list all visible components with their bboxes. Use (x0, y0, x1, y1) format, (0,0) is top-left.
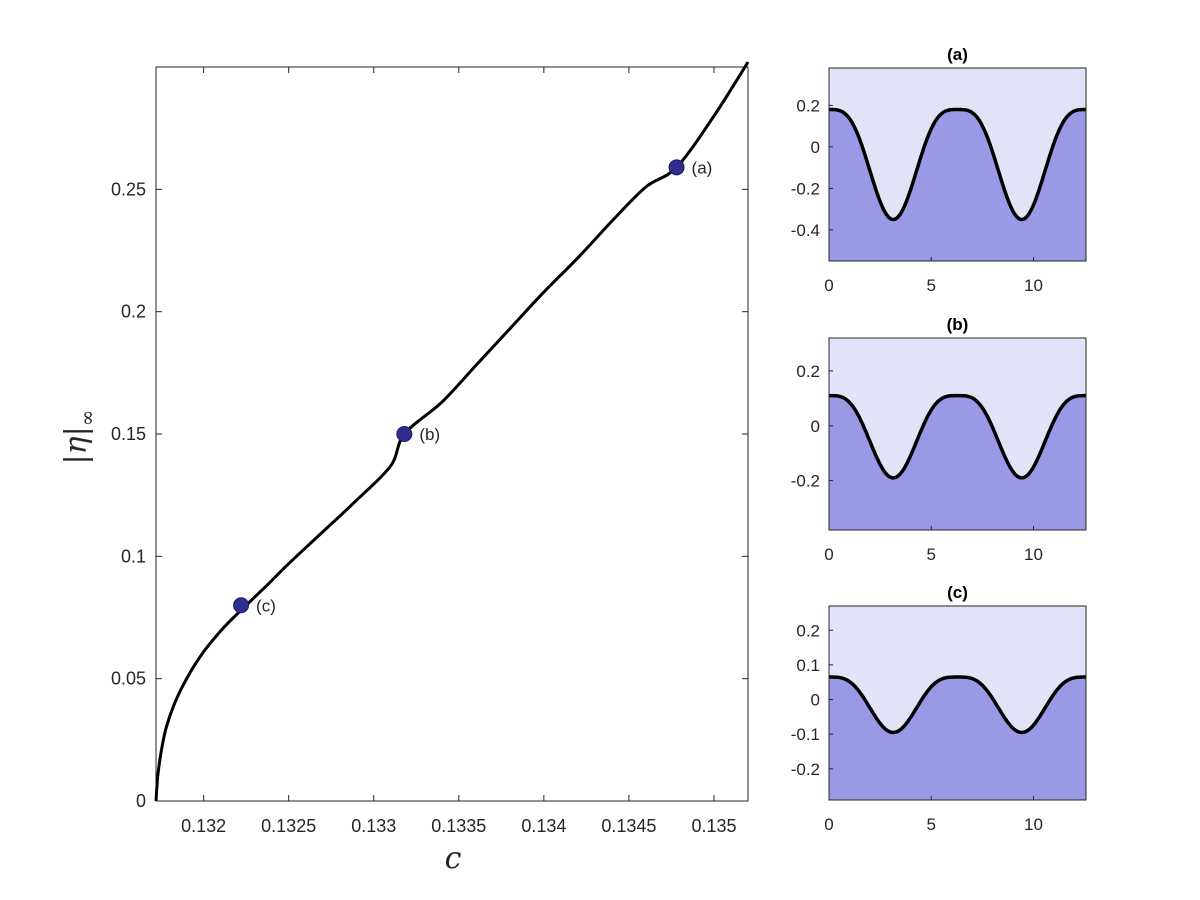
main-chart: 0.132 0.1325 0.133 0.1335 0.134 0.1345 0.135 0 0… (59, 61, 750, 876)
x-tick-label: 0.134 (521, 816, 566, 836)
x-tick-label: 0.132 (181, 816, 226, 836)
x-tick-label: 10 (1024, 815, 1043, 834)
marker-label: (c) (256, 596, 276, 615)
x-tick-label: 0.1345 (601, 816, 656, 836)
y-tick-label: 0.05 (111, 669, 146, 689)
y-tick-label: 0 (811, 691, 820, 710)
y-tick-label: 0.2 (121, 302, 146, 322)
y-tick-label: 0.1 (796, 656, 820, 675)
panel-c: 0 5 10 0.2 0.1 0 -0.1 -0.2 (c) (791, 583, 1087, 834)
y-tick-label: 0.2 (796, 362, 820, 381)
plot-area (155, 66, 749, 802)
y-tick-label: -0.2 (791, 472, 820, 491)
y-axis-label: |η|∞ (59, 410, 99, 465)
panel-frame (828, 605, 1087, 801)
x-tick-label: 0 (824, 276, 833, 295)
y-tick-label: 0 (136, 791, 146, 811)
x-tick-label: 0.1325 (261, 816, 316, 836)
y-tick-label: -0.4 (791, 221, 820, 240)
water-region (829, 109, 1086, 261)
x-tick-label: 5 (927, 545, 936, 564)
surface-profile (829, 393, 1086, 480)
x-tick-label: 0 (824, 545, 833, 564)
y-tick-label: 0.15 (111, 424, 146, 444)
panel-title: (b) (947, 315, 969, 334)
y-tick-label: 0 (811, 417, 820, 436)
water-region (829, 677, 1086, 800)
panel-a: 0 5 10 0.2 0 -0.2 -0.4 (a) (791, 45, 1087, 295)
x-tick-label: 5 (927, 276, 936, 295)
y-tick-label: -0.2 (791, 179, 820, 198)
x-tick-label: 0.1335 (431, 816, 486, 836)
y-tick-label: -0.2 (791, 760, 820, 779)
x-tick-label: 0 (824, 815, 833, 834)
water-region (829, 395, 1086, 530)
y-tick-label: 0.1 (121, 546, 146, 566)
surface-profile (829, 675, 1086, 735)
y-tick-label: 0.2 (796, 96, 820, 115)
marker-point (233, 597, 250, 614)
x-tick-label: 5 (927, 815, 936, 834)
y-tick-label: 0.2 (796, 621, 820, 640)
x-tick-label: 10 (1024, 545, 1043, 564)
marker-label: (a) (692, 158, 713, 177)
y-tick-label: 0.25 (111, 179, 146, 199)
x-tick-label: 10 (1024, 276, 1043, 295)
panel-title: (c) (947, 583, 968, 602)
panel-frame (828, 337, 1087, 531)
y-axis-label-main: |η| (59, 426, 94, 464)
surface-profile (829, 107, 1086, 222)
y-axis-label-subscript: ∞ (75, 410, 99, 427)
marker-label: (b) (419, 425, 440, 444)
y-tick-label: 0 (811, 138, 820, 157)
y-tick-label: -0.1 (791, 725, 820, 744)
x-axis-label: c (445, 841, 462, 876)
marker-point (668, 159, 685, 176)
x-tick-label: 0.133 (351, 816, 396, 836)
panel-frame (828, 67, 1087, 262)
panel-b: 0 5 10 0.2 0 -0.2 (b) (791, 315, 1087, 564)
panel-title: (a) (947, 45, 968, 64)
marker-point (396, 426, 413, 442)
series-line (154, 61, 750, 802)
x-tick-label: 0.135 (691, 816, 736, 836)
